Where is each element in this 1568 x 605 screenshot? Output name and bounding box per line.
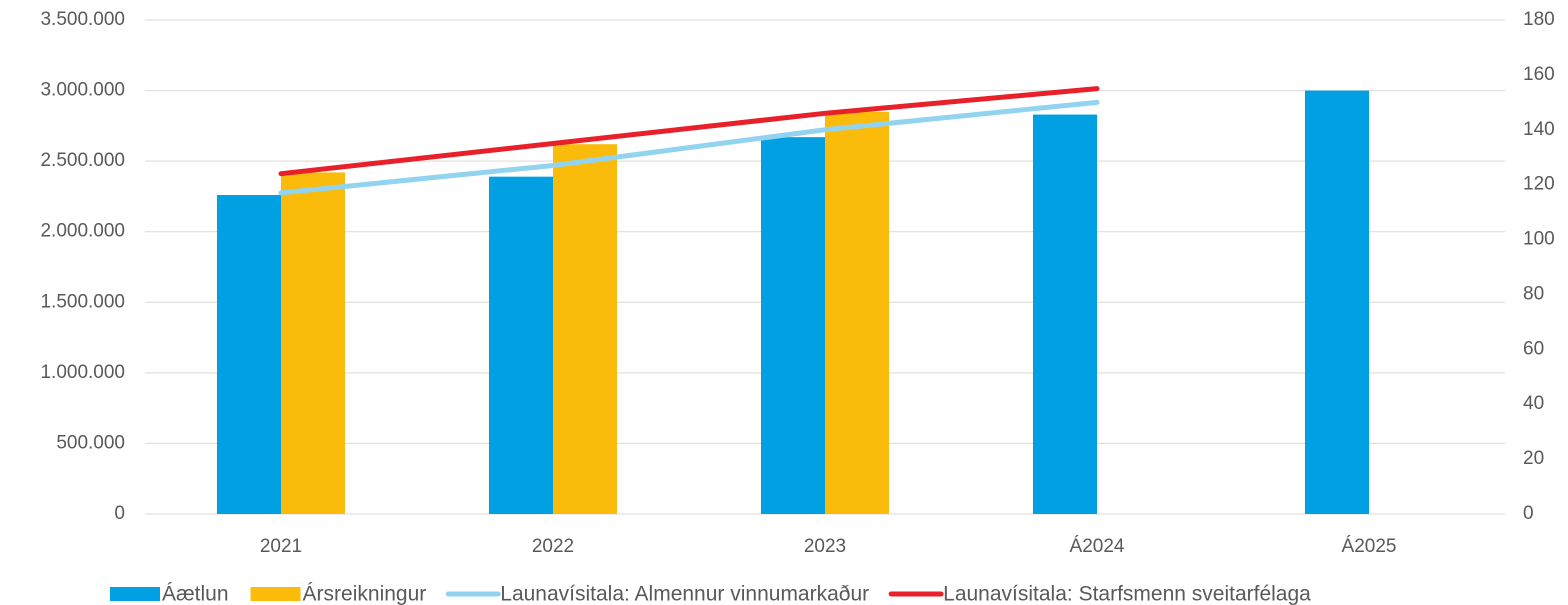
legend-label: Launavísitala: Almennur vinnumarkaður [500,583,869,605]
y-tick-label: 0 [114,503,125,524]
y2-tick-label: 20 [1523,448,1544,469]
y-tick-label: 500.000 [56,432,125,453]
bar [281,172,345,515]
y2-tick-label: 100 [1523,229,1555,250]
legend-label: Áætlun [162,583,229,605]
legend-label: Ársreikningur [303,583,427,605]
x-tick-label: Á2024 [1070,536,1125,557]
bar [553,144,617,514]
y-tick-label: 3.000.000 [40,80,125,101]
y-tick-label: 1.000.000 [40,362,125,383]
bar [489,176,553,514]
bar [1305,90,1369,515]
legend-label: Launavísitala: Starfsmenn sveitarfélaga [943,583,1311,605]
legend-swatch [250,587,301,601]
x-tick-label: 2021 [260,536,302,557]
y2-tick-label: 0 [1523,503,1534,524]
bar [761,137,825,515]
y2-tick-label: 160 [1523,64,1555,85]
y2-tick-label: 40 [1523,393,1544,414]
y2-tick-label: 60 [1523,338,1544,359]
legend-swatch [110,587,160,601]
y-tick-label: 1.500.000 [40,291,125,312]
x-tick-label: 2023 [804,536,846,557]
x-tick-label: 2022 [532,536,574,557]
bar [217,195,281,514]
x-tick-label: Á2025 [1342,536,1397,557]
y-tick-label: 3.500.000 [40,9,125,30]
bar [825,111,889,514]
y2-tick-label: 140 [1523,119,1555,140]
y2-tick-label: 120 [1523,174,1555,195]
y-tick-label: 2.500.000 [40,150,125,171]
line [278,86,1100,177]
y2-tick-label: 80 [1523,283,1544,304]
bar [1033,114,1097,515]
y-tick-label: 2.000.000 [40,221,125,242]
line [278,99,1100,196]
y2-tick-label: 180 [1523,9,1555,30]
